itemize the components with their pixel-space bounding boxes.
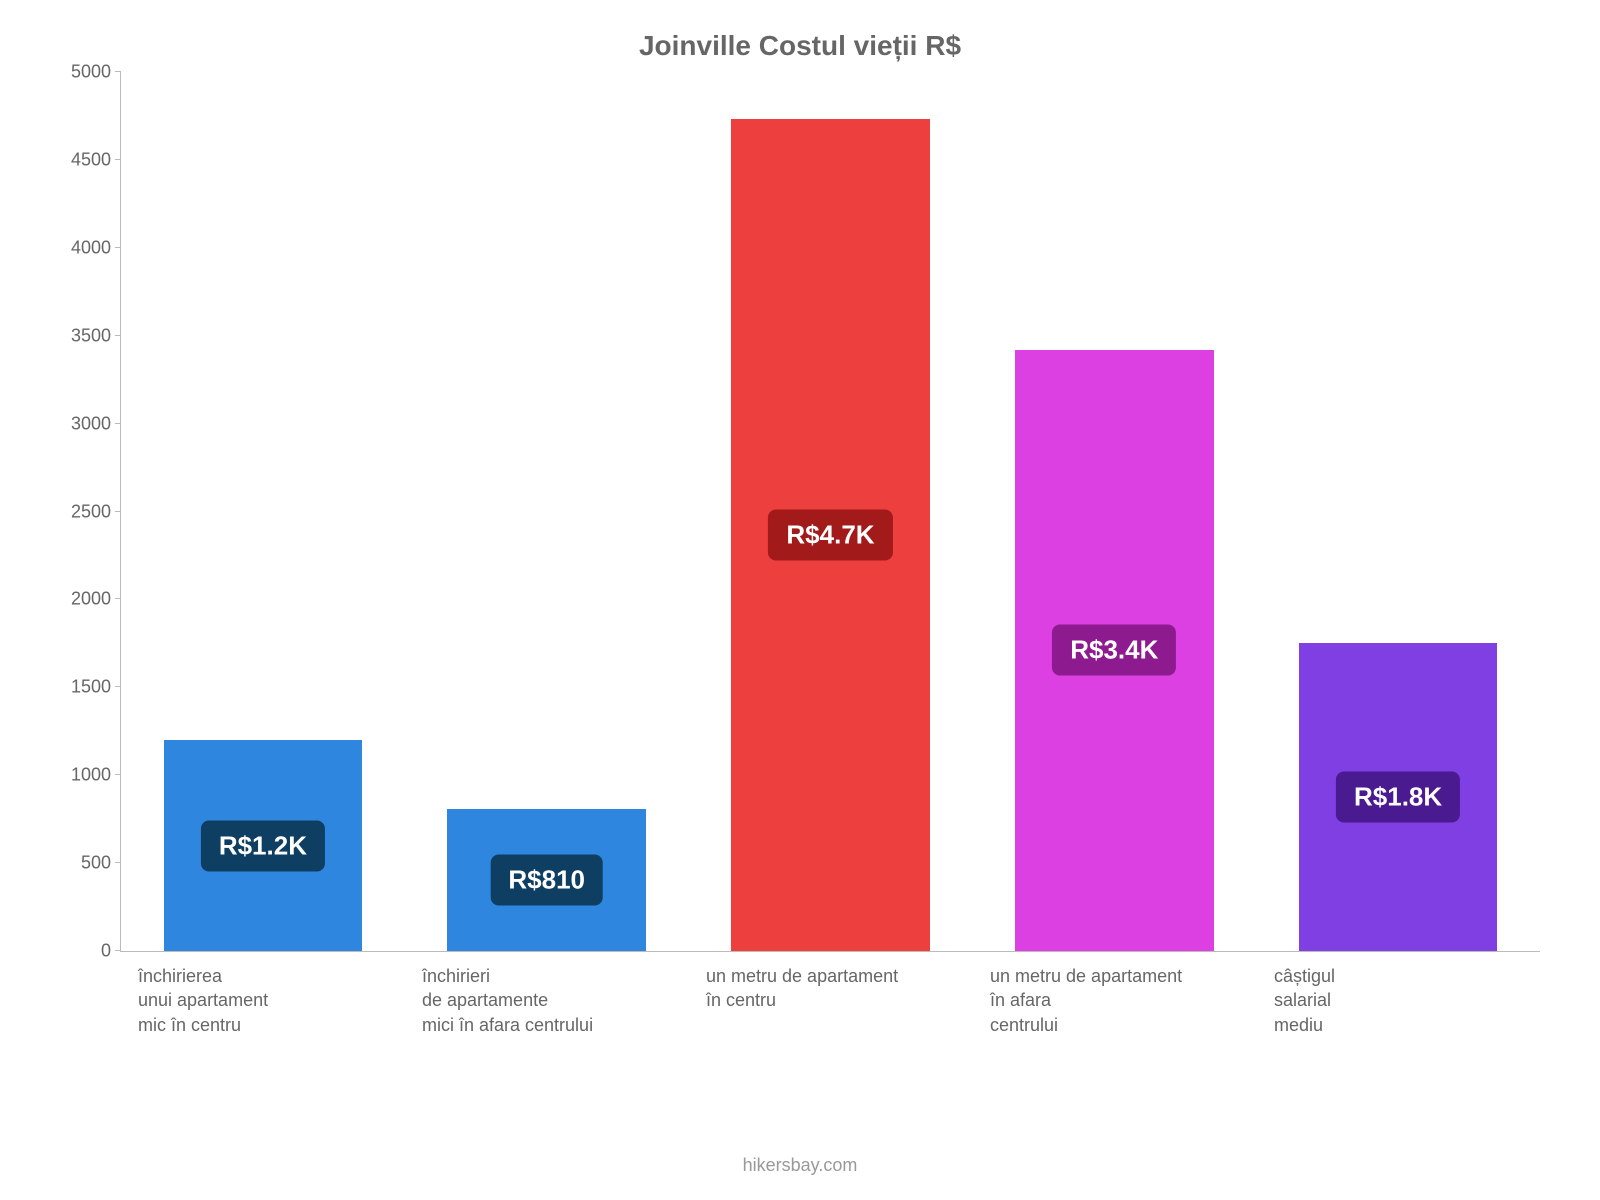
y-tick-label: 5000: [51, 62, 111, 83]
y-tick-label: 1000: [51, 765, 111, 786]
y-tick-label: 2000: [51, 589, 111, 610]
bar-slot: R$1.2K: [121, 72, 405, 951]
y-tick-label: 4000: [51, 237, 111, 258]
bar: R$4.7K: [731, 119, 930, 951]
bars-container: R$1.2K R$810 R$4.7K R$3.4K R$1.8K: [121, 72, 1540, 951]
bar-value-label: R$1.8K: [1336, 772, 1460, 823]
bar: R$810: [447, 809, 646, 951]
x-axis-label: câștigulsalarialmediu: [1274, 964, 1522, 1037]
bar-slot: R$810: [405, 72, 689, 951]
x-label-slot: câștigulsalarialmediu: [1256, 964, 1540, 1037]
bar: R$1.2K: [164, 740, 363, 951]
x-axis-label: un metru de apartamentîn centru: [706, 964, 954, 1013]
bar-value-label: R$810: [490, 854, 603, 905]
bar: R$3.4K: [1015, 350, 1214, 951]
y-tick-label: 2500: [51, 501, 111, 522]
cost-of-living-chart: Joinville Costul vieții R$ R$1.2KR$810R$…: [0, 0, 1600, 1200]
bar-slot: R$1.8K: [1256, 72, 1540, 951]
chart-title: Joinville Costul vieții R$: [40, 30, 1560, 62]
plot-area: R$1.2KR$810R$4.7KR$3.4KR$1.8K 0500100015…: [120, 72, 1540, 952]
attribution-text: hikersbay.com: [0, 1155, 1600, 1176]
x-axis-label: închirieride apartamentemici în afara ce…: [422, 964, 670, 1037]
bar: R$1.8K: [1299, 643, 1498, 951]
x-axis-label: un metru de apartamentîn afaracentrului: [990, 964, 1238, 1037]
y-tick-label: 4500: [51, 149, 111, 170]
y-tick-label: 1500: [51, 677, 111, 698]
x-label-slot: un metru de apartamentîn afaracentrului: [972, 964, 1256, 1037]
bar-value-label: R$4.7K: [768, 510, 892, 561]
bar-value-label: R$3.4K: [1052, 625, 1176, 676]
y-tick-label: 0: [51, 941, 111, 962]
x-axis: închiriereaunui apartamentmic în centru î…: [120, 964, 1540, 1037]
y-tick-label: 500: [51, 853, 111, 874]
bar-slot: R$3.4K: [972, 72, 1256, 951]
x-label-slot: închiriereaunui apartamentmic în centru: [120, 964, 404, 1037]
y-tick-label: 3000: [51, 413, 111, 434]
x-label-slot: închirieride apartamentemici în afara ce…: [404, 964, 688, 1037]
bar-slot: R$4.7K: [689, 72, 973, 951]
y-tick-label: 3500: [51, 325, 111, 346]
bar-value-label: R$1.2K: [201, 820, 325, 871]
x-label-slot: un metru de apartamentîn centru: [688, 964, 972, 1037]
x-axis-label: închiriereaunui apartamentmic în centru: [138, 964, 386, 1037]
